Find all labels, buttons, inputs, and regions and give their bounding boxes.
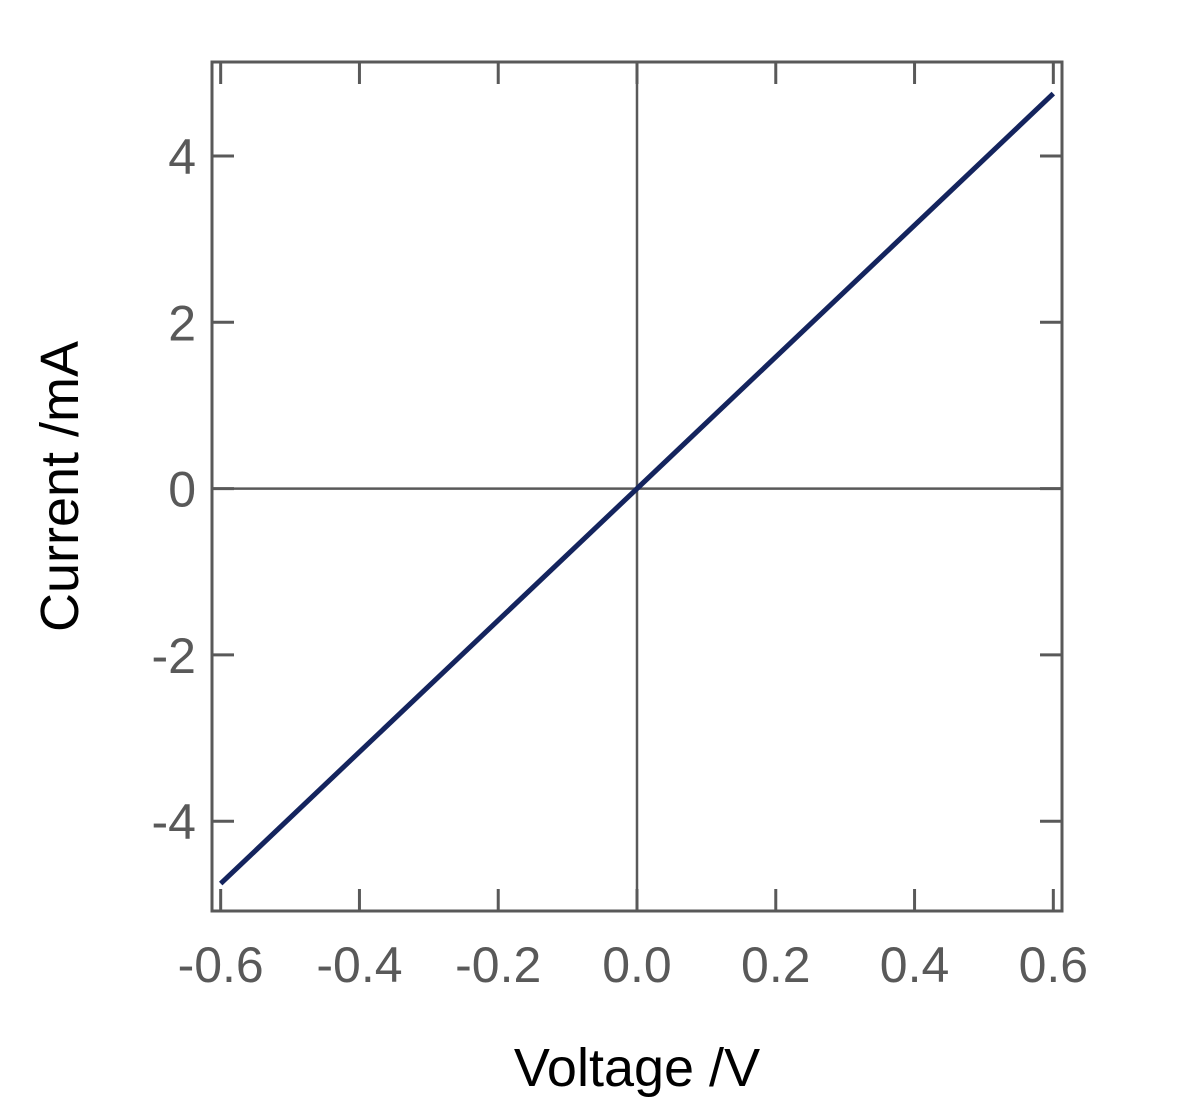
series-layer [218,91,1056,886]
plot-frame [210,60,1064,913]
y-tick-label: 0 [168,462,196,518]
y-tick-label: -2 [152,628,196,684]
x-axis-title: Voltage /V [514,1038,760,1098]
y-tick-label: -4 [152,794,196,850]
x-tick-label: 0.2 [741,937,811,993]
y-tick-labels: -4 -2 0 2 4 [152,129,196,850]
y-axis-title: Current /mA [30,341,90,632]
series-line-0 [218,91,1056,886]
x-tick-label: 0.0 [602,937,672,993]
x-tick-label: -0.4 [316,937,402,993]
x-tick-label: 0.6 [1019,937,1089,993]
x-axis-ticks [219,62,1055,911]
x-tick-label: -0.2 [455,937,541,993]
x-tick-label: -0.6 [178,937,264,993]
y-tick-label: 2 [168,295,196,351]
y-axis-ticks [212,154,1062,823]
x-tick-label: 0.4 [880,937,950,993]
y-tick-label: 4 [168,129,196,185]
x-tick-labels: -0.6 -0.4 -0.2 0.0 0.2 0.4 0.6 [178,937,1088,993]
